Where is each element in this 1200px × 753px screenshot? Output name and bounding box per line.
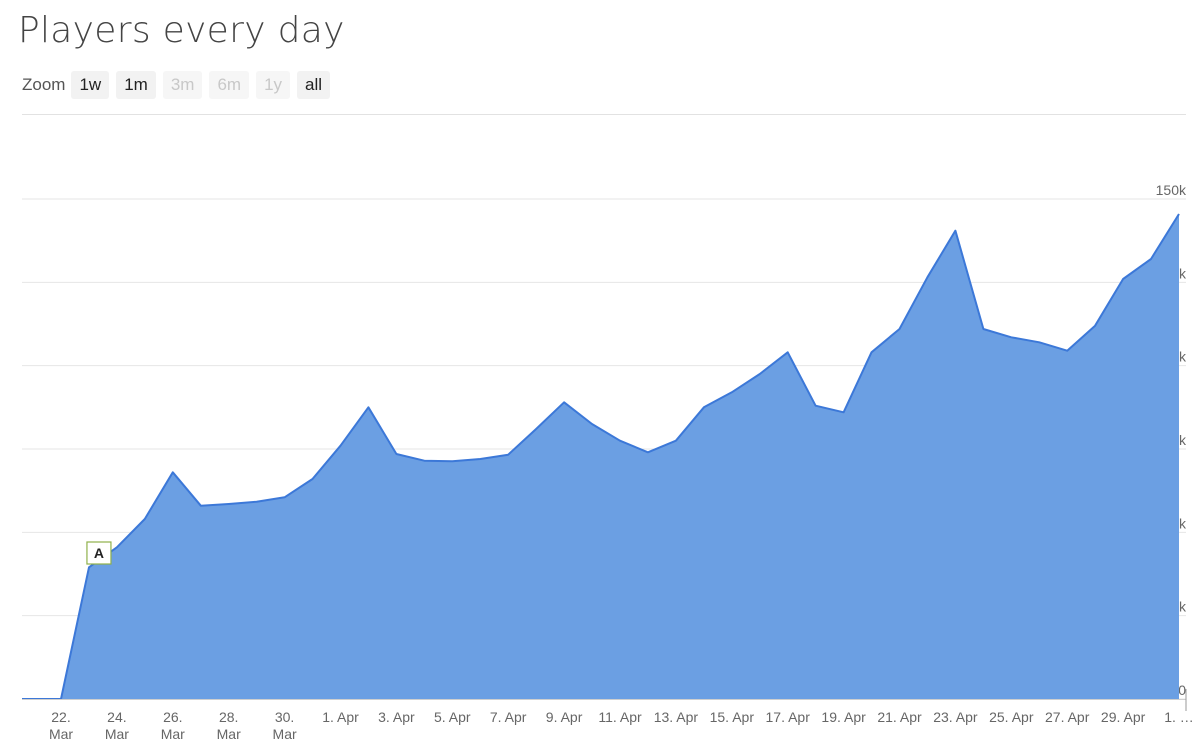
series-area: [22, 214, 1179, 699]
x-tick-label: 29. Apr: [1101, 709, 1146, 725]
zoom-all-button[interactable]: all: [297, 71, 331, 99]
x-tick-label: 30. Mar: [273, 709, 297, 742]
x-tick-label: 9. Apr: [546, 709, 583, 725]
x-tick-label: 1. …: [1164, 709, 1194, 725]
x-tick-label: 1. Apr: [322, 709, 359, 725]
zoom-6m-button: 6m: [209, 71, 250, 99]
zoom-label: Zoom: [22, 75, 66, 94]
x-tick-label: 7. Apr: [490, 709, 527, 725]
x-tick-label: 27. Apr: [1045, 709, 1090, 725]
x-tick-label: 19. Apr: [821, 709, 866, 725]
zoom-1w-button[interactable]: 1w: [71, 71, 110, 99]
x-tick-label: 13. Apr: [654, 709, 699, 725]
x-tick-label: 26. Mar: [161, 709, 185, 742]
y-tick-label: 150k: [1156, 182, 1187, 198]
page-title: Players every day: [18, 10, 345, 51]
x-tick-label: 15. Apr: [710, 709, 755, 725]
x-tick-label: 25. Apr: [989, 709, 1034, 725]
x-tick-label: 3. Apr: [378, 709, 415, 725]
x-tick-label: 28. Mar: [217, 709, 241, 742]
zoom-1y-button: 1y: [256, 71, 291, 99]
header-divider: [22, 114, 1186, 115]
annotation-flag: [86, 541, 112, 565]
x-tick-label: 22. Mar: [49, 709, 73, 742]
x-tick-label: 5. Apr: [434, 709, 471, 725]
zoom-3m-button: 3m: [162, 71, 203, 99]
y-tick-label: 0: [1178, 682, 1186, 698]
x-tick-label: 24. Mar: [105, 709, 129, 742]
x-tick-label: 21. Apr: [877, 709, 922, 725]
annotation-label: A: [94, 545, 104, 561]
x-tick-label: 23. Apr: [933, 709, 978, 725]
x-tick-label: 11. Apr: [598, 709, 642, 725]
zoom-1m-button[interactable]: 1m: [116, 71, 156, 99]
series-line: [22, 213, 1180, 700]
zoom-controls: Zoom 1w 1m 3m 6m 1y all: [22, 71, 337, 99]
x-tick-label: 17. Apr: [766, 709, 811, 725]
